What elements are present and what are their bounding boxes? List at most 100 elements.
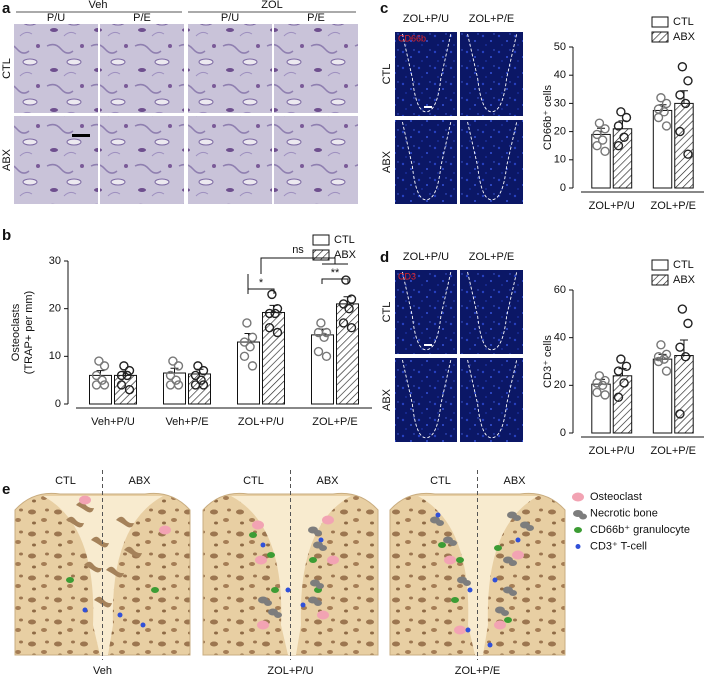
cell-icon [317, 610, 329, 620]
data-point [272, 327, 283, 338]
cell-icon [504, 617, 512, 623]
data-point [94, 356, 104, 366]
micrograph [460, 32, 523, 116]
label: Veh [89, 0, 108, 11]
cell-icon [252, 520, 264, 530]
data-point [661, 121, 672, 131]
x-tick-label: Veh+P/E [165, 416, 208, 428]
y-tick-label: 10 [554, 154, 566, 166]
legend-label: CD66b⁺ granulocyte [590, 524, 690, 536]
micrograph [274, 24, 358, 113]
data-point [116, 380, 127, 390]
cell-icon [509, 590, 517, 596]
data-point [168, 356, 178, 366]
label: P/U [47, 12, 65, 24]
data-point [600, 146, 610, 157]
label: ABX [503, 475, 526, 487]
data-point [99, 361, 110, 371]
label: ZOL+P/U [403, 13, 449, 25]
cell-icon [260, 542, 266, 548]
legend-label: CD3⁺ T-cell [590, 540, 647, 552]
y-axis-label: (TRAP+ per mm) [23, 291, 35, 374]
data-point [675, 126, 685, 137]
data-point [264, 308, 275, 319]
micrograph [188, 116, 272, 204]
data-point [616, 107, 626, 117]
cell-icon [309, 557, 317, 563]
x-tick-label: ZOL+P/E [650, 445, 696, 457]
cell-icon [300, 602, 306, 608]
data-point [313, 346, 324, 357]
cell-icon [501, 610, 509, 616]
cell-icon [435, 512, 441, 518]
data-point [193, 361, 203, 371]
bar [237, 341, 260, 405]
data-point [613, 121, 624, 131]
data-point [621, 112, 632, 123]
label: P/U [221, 12, 239, 24]
trabecula [84, 561, 102, 573]
significance: * [259, 277, 264, 289]
data-point [680, 352, 691, 362]
data-point [616, 354, 626, 364]
data-point [346, 323, 357, 333]
cell-icon [579, 513, 587, 520]
data-point [675, 342, 685, 352]
data-point [198, 380, 209, 390]
data-point [124, 385, 135, 395]
bar [188, 373, 211, 405]
data-point [621, 361, 632, 371]
legend-swatch [651, 31, 669, 43]
outline [467, 271, 518, 351]
bar [612, 128, 633, 189]
y-tick-label: 40 [554, 332, 566, 344]
cell-icon [526, 525, 534, 531]
micrograph [14, 116, 98, 204]
data-point [683, 149, 693, 159]
trabecula [94, 596, 112, 608]
micrograph [460, 120, 523, 204]
stain-label: CD3 [398, 271, 416, 281]
data-point [613, 140, 624, 151]
cell-icon [327, 555, 339, 565]
label: P/E [307, 12, 325, 24]
cell-icon [322, 515, 334, 525]
label: ABX [381, 150, 393, 173]
outline [467, 33, 518, 113]
data-point [171, 375, 181, 385]
micrograph [395, 358, 457, 442]
y-tick-label: 0 [560, 182, 566, 194]
panel-label: b [2, 227, 11, 244]
cell-icon [492, 577, 498, 583]
cell-icon [494, 545, 502, 551]
data-point [313, 327, 324, 338]
legend-label: CTL [673, 259, 694, 271]
legend-label: CTL [334, 234, 355, 246]
trabecula [124, 546, 142, 558]
label: CTL [1, 58, 13, 79]
y-tick-label: 60 [554, 284, 566, 296]
data-point [346, 294, 357, 304]
data-point [619, 378, 629, 388]
label: CTL [55, 475, 76, 487]
schematic [389, 470, 566, 660]
label: ABX [1, 148, 13, 171]
data-point [267, 289, 277, 300]
data-point [600, 375, 610, 386]
cell-icon [451, 597, 459, 603]
micrograph [395, 270, 457, 354]
data-point [122, 370, 132, 381]
y-tick-label: 40 [554, 69, 566, 81]
y-tick-label: 20 [554, 126, 566, 138]
cell-icon [267, 552, 275, 558]
cell-icon [274, 612, 282, 618]
bracket [321, 278, 349, 284]
data-point [653, 352, 664, 362]
trabecula [76, 501, 94, 513]
data-point [592, 378, 602, 388]
data-point [613, 366, 624, 376]
label: ABX [128, 475, 151, 487]
data-point [594, 118, 605, 128]
legend-swatch [651, 16, 669, 28]
y-axis-label: CD3⁺ cells [542, 335, 554, 388]
